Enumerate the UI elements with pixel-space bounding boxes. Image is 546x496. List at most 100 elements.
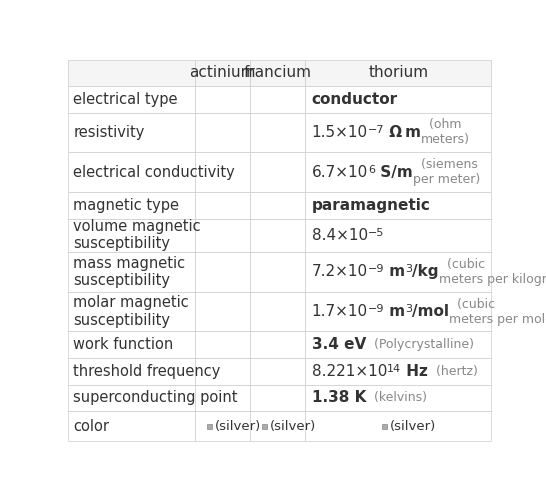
Text: /kg: /kg bbox=[412, 264, 439, 279]
Bar bbox=[195, 252, 250, 292]
Text: /mol: /mol bbox=[412, 304, 449, 319]
Text: (hertz): (hertz) bbox=[428, 365, 478, 378]
Text: 8.221×10: 8.221×10 bbox=[312, 364, 387, 379]
Text: 3: 3 bbox=[405, 304, 412, 314]
Text: francium: francium bbox=[244, 65, 312, 80]
Bar bbox=[305, 192, 491, 219]
Text: (silver): (silver) bbox=[390, 420, 436, 433]
Bar bbox=[195, 152, 250, 192]
Text: −5: −5 bbox=[367, 228, 384, 238]
Bar bbox=[305, 252, 491, 292]
Bar bbox=[68, 411, 195, 441]
Text: color: color bbox=[73, 419, 109, 434]
Text: 8.4×10: 8.4×10 bbox=[312, 228, 367, 243]
Text: −9: −9 bbox=[367, 264, 384, 274]
Bar bbox=[68, 331, 195, 358]
Text: molar magnetic
susceptibility: molar magnetic susceptibility bbox=[73, 295, 189, 328]
Text: resistivity: resistivity bbox=[73, 125, 145, 140]
Bar bbox=[250, 384, 305, 411]
Text: actinium: actinium bbox=[189, 65, 256, 80]
Text: thorium: thorium bbox=[368, 65, 429, 80]
Bar bbox=[195, 60, 250, 86]
Bar bbox=[195, 411, 250, 441]
Text: 1.7×10: 1.7×10 bbox=[312, 304, 367, 319]
Bar bbox=[250, 219, 305, 252]
Text: electrical conductivity: electrical conductivity bbox=[73, 165, 235, 180]
Bar bbox=[195, 384, 250, 411]
Bar bbox=[250, 252, 305, 292]
Text: 1.38 K: 1.38 K bbox=[312, 390, 366, 405]
Bar bbox=[68, 384, 195, 411]
Bar bbox=[206, 424, 212, 429]
Bar bbox=[250, 152, 305, 192]
Text: paramagnetic: paramagnetic bbox=[312, 198, 430, 213]
Bar bbox=[382, 424, 387, 429]
Text: superconducting point: superconducting point bbox=[73, 390, 238, 405]
Bar bbox=[250, 358, 305, 384]
Bar bbox=[68, 60, 195, 86]
Text: 14: 14 bbox=[387, 364, 401, 374]
Text: 3: 3 bbox=[405, 264, 412, 274]
Bar bbox=[68, 292, 195, 331]
Text: −7: −7 bbox=[367, 125, 384, 135]
Text: 6.7×10: 6.7×10 bbox=[312, 165, 368, 180]
Text: (silver): (silver) bbox=[215, 420, 261, 433]
Bar bbox=[68, 358, 195, 384]
Bar bbox=[68, 252, 195, 292]
Text: (silver): (silver) bbox=[270, 420, 316, 433]
Text: m: m bbox=[384, 304, 405, 319]
Bar bbox=[250, 331, 305, 358]
Bar bbox=[195, 358, 250, 384]
Bar bbox=[250, 113, 305, 152]
Bar bbox=[305, 219, 491, 252]
Bar bbox=[305, 384, 491, 411]
Bar bbox=[262, 424, 266, 429]
Bar bbox=[250, 86, 305, 113]
Bar bbox=[195, 292, 250, 331]
Text: 7.2×10: 7.2×10 bbox=[312, 264, 367, 279]
Text: Hz: Hz bbox=[401, 364, 428, 379]
Bar bbox=[68, 152, 195, 192]
Bar bbox=[250, 192, 305, 219]
Text: m: m bbox=[384, 264, 405, 279]
Text: mass magnetic
susceptibility: mass magnetic susceptibility bbox=[73, 255, 186, 288]
Bar bbox=[68, 113, 195, 152]
Text: (cubic
meters per mole): (cubic meters per mole) bbox=[449, 298, 546, 325]
Bar bbox=[250, 60, 305, 86]
Bar bbox=[195, 113, 250, 152]
Text: work function: work function bbox=[73, 337, 174, 352]
Text: volume magnetic
susceptibility: volume magnetic susceptibility bbox=[73, 219, 201, 251]
Text: magnetic type: magnetic type bbox=[73, 198, 179, 213]
Text: (cubic
meters per kilogram): (cubic meters per kilogram) bbox=[439, 258, 546, 286]
Bar bbox=[195, 331, 250, 358]
Bar bbox=[305, 292, 491, 331]
Bar bbox=[305, 60, 491, 86]
Text: (Polycrystalline): (Polycrystalline) bbox=[366, 338, 474, 351]
Text: Ω m: Ω m bbox=[384, 125, 421, 140]
Bar bbox=[68, 192, 195, 219]
Bar bbox=[68, 86, 195, 113]
Text: −9: −9 bbox=[367, 304, 384, 314]
Text: electrical type: electrical type bbox=[73, 92, 178, 107]
Text: threshold frequency: threshold frequency bbox=[73, 364, 221, 379]
Bar bbox=[305, 86, 491, 113]
Text: (siemens
per meter): (siemens per meter) bbox=[413, 158, 480, 186]
Bar bbox=[195, 219, 250, 252]
Text: (ohm
meters): (ohm meters) bbox=[421, 119, 470, 146]
Bar bbox=[305, 331, 491, 358]
Bar bbox=[305, 152, 491, 192]
Bar bbox=[250, 411, 305, 441]
Text: 6: 6 bbox=[368, 165, 375, 175]
Text: 3.4 eV: 3.4 eV bbox=[312, 337, 366, 352]
Text: S/m: S/m bbox=[375, 165, 413, 180]
Text: (kelvins): (kelvins) bbox=[366, 391, 427, 404]
Bar bbox=[195, 192, 250, 219]
Bar bbox=[305, 358, 491, 384]
Bar bbox=[305, 411, 491, 441]
Bar bbox=[305, 113, 491, 152]
Text: 1.5×10: 1.5×10 bbox=[312, 125, 367, 140]
Bar bbox=[195, 86, 250, 113]
Bar bbox=[250, 292, 305, 331]
Text: conductor: conductor bbox=[312, 92, 397, 107]
Bar bbox=[68, 219, 195, 252]
